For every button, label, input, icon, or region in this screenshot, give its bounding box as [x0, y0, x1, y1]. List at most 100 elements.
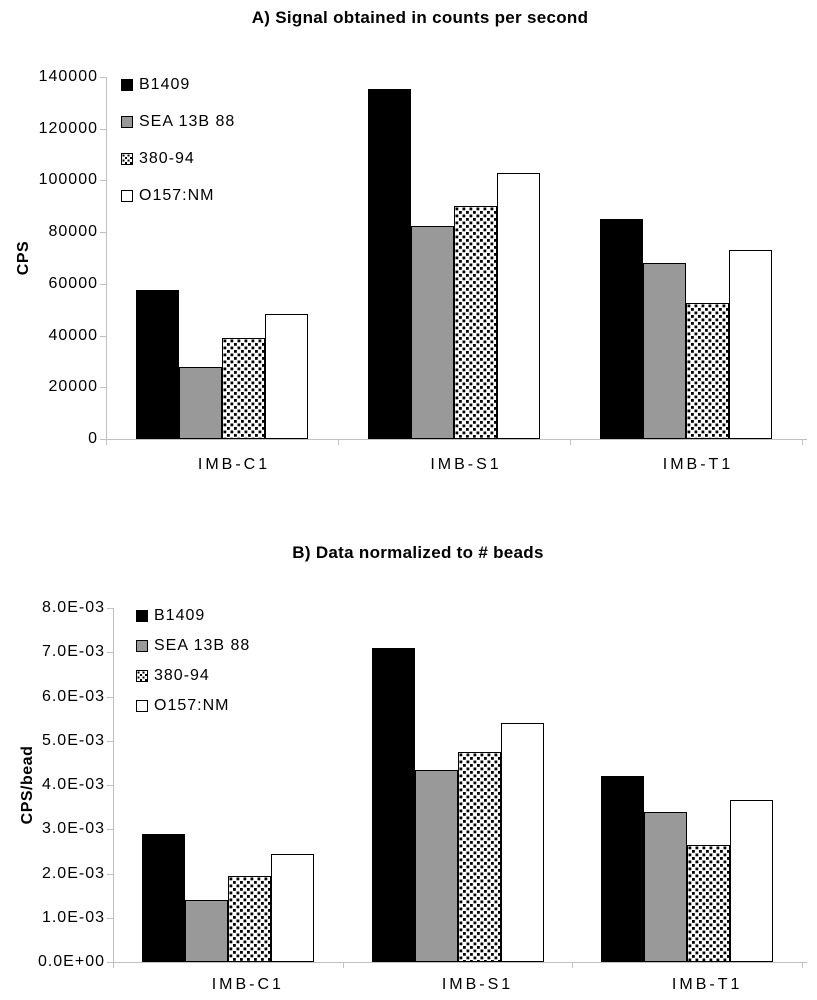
legend-item-b-380-94: 380-94: [136, 667, 210, 685]
legend-label-sea-13b-88: SEA 13B 88: [154, 637, 251, 654]
category-label-a-imb-t1: IMB-T1: [662, 456, 734, 473]
y-tick-label-a-1: 20000: [48, 378, 98, 396]
bar-b-imb-c1-b1409: [141, 833, 185, 962]
x-tick-b-3: [802, 962, 803, 968]
y-tick-label-a-2: 40000: [48, 326, 98, 344]
dot-pattern-fill: [687, 304, 728, 438]
bar-a-imb-c1-b1409: [136, 290, 179, 439]
y-tick-label-b-4: 4.0E-03: [41, 776, 105, 793]
bar-b-imb-t1-sea-13b-88: [644, 811, 688, 962]
legend-label-380-94: 380-94: [139, 150, 195, 167]
y-tick-label-b-7: 7.0E-03: [41, 643, 105, 661]
bar-a-imb-t1-sea-13b-88: [643, 263, 686, 439]
bar-a-imb-c1-380-94: [222, 338, 265, 439]
x-tick-b-1: [342, 962, 344, 968]
y-tick-b-0: [107, 962, 113, 963]
y-axis-line-a: [106, 77, 107, 439]
y-tick-a-3: [100, 283, 106, 285]
bar-a-imb-s1-380-94: [454, 206, 497, 439]
legend-item-b-o157-nm: O157:NM: [136, 697, 229, 715]
bar-a-imb-s1-b1409: [368, 88, 411, 439]
category-label-b-imb-c1: IMB-C1: [211, 976, 284, 993]
x-tick-b-2: [572, 962, 574, 968]
bar-b-imb-s1-380-94: [457, 751, 501, 962]
y-tick-label-b-1: 1.0E-03: [41, 908, 105, 926]
dot-pattern-fill: [455, 207, 496, 438]
y-tick-b-4: [107, 785, 113, 786]
dot-pattern-fill: [228, 876, 270, 961]
y-tick-label-b-6: 6.0E-03: [41, 687, 105, 705]
bar-b-imb-c1-380-94: [227, 875, 271, 962]
legend-item-a-o157-nm: O157:NM: [121, 187, 214, 205]
y-tick-label-b-5: 5.0E-03: [41, 731, 105, 749]
x-tick-a-3: [802, 439, 803, 445]
y-tick-label-a-4: 80000: [48, 223, 98, 241]
bar-a-imb-c1-o157-nm: [265, 313, 308, 439]
bar-b-imb-c1-o157-nm: [270, 853, 314, 962]
y-tick-label-b-3: 3.0E-03: [41, 820, 105, 838]
x-tick-a-2: [570, 439, 571, 445]
y-tick-label-a-6: 120000: [38, 119, 98, 137]
legend-label-o157-nm: O157:NM: [139, 187, 215, 204]
y-axis-line-b: [113, 608, 114, 962]
bar-b-imb-c1-sea-13b-88: [184, 900, 228, 962]
bar-a-imb-s1-sea-13b-88: [411, 225, 454, 439]
legend-marker-o157-nm-swatch: [121, 190, 133, 202]
bar-a-imb-s1-o157-nm: [497, 172, 540, 439]
y-tick-a-7: [100, 77, 106, 78]
category-label-a-imb-c1: IMB-C1: [197, 456, 271, 473]
bar-b-imb-t1-b1409: [601, 776, 645, 962]
legend-label-sea-13b-88: SEA 13B 88: [139, 113, 236, 130]
x-axis-line-b: [113, 962, 807, 963]
legend-label-o157-nm: O157:NM: [154, 697, 230, 714]
y-tick-b-1: [107, 917, 113, 919]
legend-item-b-sea-13b-88: SEA 13B 88: [136, 637, 250, 655]
dot-pattern-fill: [458, 752, 500, 961]
legend-item-a-b1409: B1409: [121, 76, 190, 94]
y-tick-label-b-2: 2.0E-03: [41, 864, 105, 882]
legend-item-b-b1409: B1409: [136, 607, 205, 625]
y-tick-b-3: [107, 829, 113, 831]
y-tick-label-b-0: 0.0E+00: [37, 953, 105, 970]
dot-pattern-fill: [688, 845, 730, 961]
bar-b-imb-t1-o157-nm: [730, 800, 774, 962]
y-tick-label-a-5: 100000: [38, 171, 98, 189]
y-tick-b-6: [107, 696, 113, 698]
legend-label-b1409: B1409: [154, 607, 206, 624]
dot-pattern-fill: [137, 671, 147, 681]
y-tick-b-5: [107, 740, 113, 742]
legend-marker-sea-13b-88-swatch: [136, 640, 148, 652]
y-tick-a-2: [100, 335, 106, 337]
bar-a-imb-t1-o157-nm: [729, 250, 772, 439]
category-label-b-imb-s1: IMB-S1: [441, 976, 514, 993]
bar-b-imb-s1-o157-nm: [500, 723, 544, 962]
legend-marker-380-94-swatch: [136, 670, 148, 682]
y-tick-label-a-7: 140000: [38, 68, 98, 85]
y-tick-a-1: [100, 387, 106, 389]
bar-a-imb-c1-sea-13b-88: [179, 366, 222, 439]
bar-b-imb-s1-sea-13b-88: [414, 769, 458, 962]
legend-label-b1409: B1409: [139, 76, 191, 93]
y-tick-b-2: [107, 873, 113, 875]
legend-label-380-94: 380-94: [154, 667, 210, 684]
x-tick-a-1: [338, 439, 339, 445]
y-tick-label-a-0: 0: [88, 430, 98, 447]
y-tick-a-6: [100, 128, 106, 130]
y-tick-b-8: [107, 608, 113, 609]
bar-a-imb-t1-380-94: [686, 303, 729, 439]
y-tick-b-7: [107, 652, 113, 654]
bar-a-imb-t1-b1409: [600, 219, 643, 439]
panel-a-y-axis-title: CPS: [15, 240, 32, 276]
bar-b-imb-t1-380-94: [687, 844, 731, 962]
panel-b-title: B) Data normalized to # beads: [292, 543, 544, 562]
dot-pattern-fill: [223, 339, 264, 438]
legend-marker-sea-13b-88-swatch: [121, 116, 133, 128]
x-axis-line-a: [106, 439, 807, 440]
legend-marker-b1409-swatch: [136, 610, 148, 622]
legend-item-a-sea-13b-88: SEA 13B 88: [121, 113, 235, 131]
panel-a-title: A) Signal obtained in counts per second: [251, 8, 589, 27]
y-tick-a-5: [100, 180, 106, 182]
legend-marker-b1409-swatch: [121, 79, 133, 91]
legend-marker-380-94-swatch: [121, 153, 133, 165]
